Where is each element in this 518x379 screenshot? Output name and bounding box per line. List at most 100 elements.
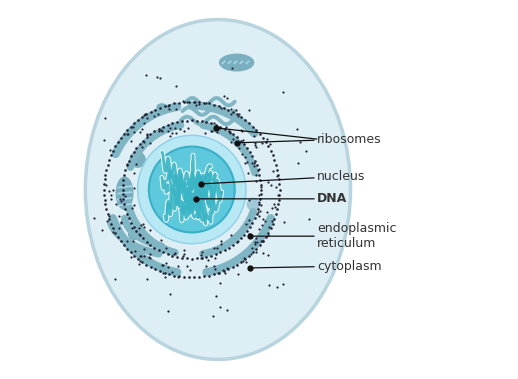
Point — [192, 102, 200, 108]
Point — [227, 139, 235, 146]
Point — [251, 178, 260, 184]
Point — [128, 124, 137, 130]
Point — [117, 238, 125, 244]
Point — [140, 121, 149, 127]
Text: nucleus: nucleus — [201, 170, 365, 184]
Point — [241, 153, 249, 160]
Point — [255, 172, 264, 178]
Point — [266, 141, 275, 147]
Point — [130, 120, 138, 126]
Point — [111, 230, 120, 236]
Point — [193, 117, 201, 124]
Point — [249, 124, 257, 130]
Point — [168, 269, 176, 275]
Point — [252, 246, 261, 252]
Circle shape — [247, 198, 260, 211]
Point — [180, 128, 188, 135]
Point — [223, 307, 232, 313]
Point — [205, 273, 213, 279]
Point — [275, 177, 283, 183]
Point — [275, 196, 283, 202]
Point — [237, 114, 246, 120]
Point — [139, 252, 148, 258]
Point — [233, 239, 241, 245]
Point — [170, 273, 179, 279]
Point — [124, 130, 133, 136]
Point — [228, 109, 237, 115]
Point — [161, 270, 169, 276]
Point — [147, 264, 155, 270]
Point — [249, 249, 257, 255]
Point — [217, 105, 225, 111]
Point — [243, 228, 251, 234]
Point — [130, 149, 138, 155]
Point — [250, 160, 258, 166]
Point — [136, 258, 144, 264]
Point — [116, 196, 124, 202]
Point — [274, 192, 282, 198]
Point — [275, 191, 283, 197]
Point — [117, 197, 125, 204]
Point — [255, 213, 263, 219]
Point — [264, 230, 272, 236]
Point — [217, 249, 225, 255]
Point — [164, 251, 172, 257]
Point — [164, 264, 172, 270]
Point — [135, 231, 143, 237]
Point — [161, 103, 169, 109]
Point — [265, 282, 273, 288]
Point — [168, 120, 177, 126]
Point — [145, 254, 153, 260]
Point — [246, 224, 254, 230]
Point — [217, 124, 225, 130]
Point — [263, 232, 271, 238]
Point — [270, 200, 278, 207]
Ellipse shape — [116, 177, 134, 210]
Point — [238, 128, 246, 134]
Point — [130, 129, 138, 135]
Point — [143, 130, 151, 136]
Point — [221, 247, 229, 253]
Point — [221, 126, 229, 132]
Point — [275, 182, 283, 188]
Point — [136, 130, 144, 136]
Point — [123, 127, 131, 133]
Point — [240, 232, 248, 238]
Point — [190, 274, 198, 280]
Point — [296, 139, 304, 145]
Point — [210, 245, 219, 251]
Point — [272, 162, 280, 168]
Point — [226, 129, 235, 135]
Point — [273, 284, 281, 290]
Point — [254, 208, 262, 215]
Point — [251, 158, 259, 164]
Point — [241, 256, 250, 262]
Point — [262, 234, 270, 240]
Point — [237, 127, 246, 133]
Point — [142, 72, 150, 78]
Point — [229, 136, 237, 142]
Point — [159, 249, 167, 255]
Point — [279, 89, 287, 95]
Point — [107, 221, 115, 227]
Point — [223, 95, 231, 101]
Point — [117, 220, 125, 226]
Point — [123, 162, 131, 168]
Point — [238, 151, 246, 157]
Point — [209, 313, 218, 319]
Point — [233, 262, 241, 268]
Point — [126, 254, 135, 260]
Point — [186, 267, 194, 273]
Point — [244, 170, 252, 176]
Point — [185, 274, 193, 280]
Point — [246, 149, 254, 155]
Point — [273, 167, 281, 173]
Point — [164, 128, 172, 134]
Point — [140, 139, 148, 145]
Point — [98, 227, 106, 233]
Point — [175, 100, 183, 106]
Point — [170, 100, 179, 106]
Point — [109, 225, 117, 231]
Point — [202, 263, 210, 269]
Point — [215, 125, 224, 131]
